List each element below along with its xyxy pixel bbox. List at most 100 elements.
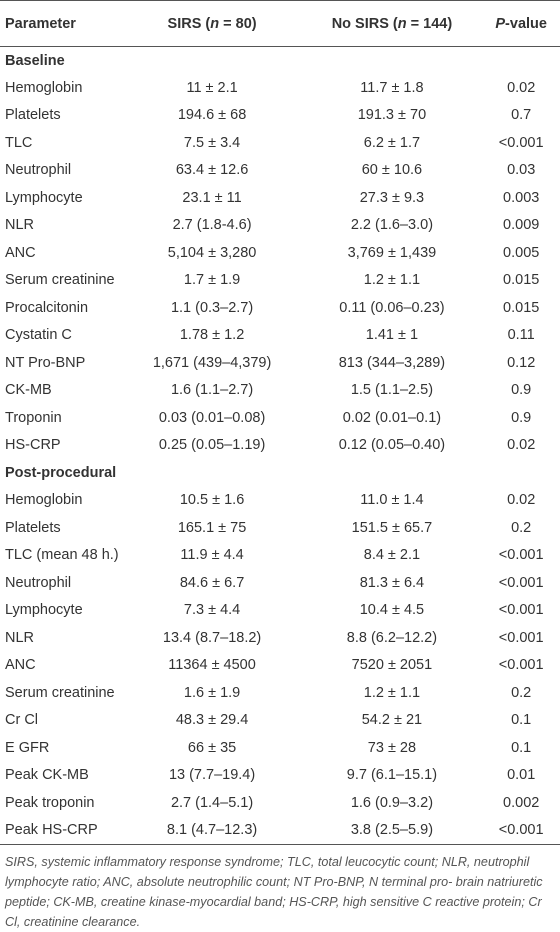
parameter-cell: Neutrophil	[5, 162, 72, 179]
data-row: Peak CK-MB 13 (7.7–19.4) 9.7 (6.1–15.1) 0.0…	[0, 762, 560, 790]
data-row: Peak HS-CRP 8.1 (4.7–12.3) 3.8 (2.5–5.9) <0…	[0, 817, 560, 844]
value-cell: 0.002	[503, 794, 540, 811]
value-cell: 2.2 (1.6–3.0)	[350, 217, 434, 234]
data-row: Cystatin C 1.78 ± 1.2 1.41 ± 1 0.11	[0, 322, 560, 350]
value-cell: 0.005	[503, 244, 540, 261]
data-row: Troponin 0.03 (0.01–0.08) 0.02 (0.01–0.1) 0…	[0, 404, 560, 432]
data-row: Serum creatinine 1.6 ± 1.9 1.2 ± 1.1 0.2	[0, 679, 560, 707]
data-row: CK-MB 1.6 (1.1–2.7) 1.5 (1.1–2.5) 0.9	[0, 377, 560, 405]
parameter-cell: Serum creatinine	[5, 684, 115, 701]
data-row: NT Pro-BNP 1,671 (439–4,379) 813 (344–3,28…	[0, 349, 560, 377]
parameter-cell: E GFR	[5, 739, 50, 756]
value-cell: 1.6 ± 1.9	[183, 684, 241, 701]
value-cell: <0.001	[498, 547, 544, 564]
value-cell: <0.001	[498, 134, 544, 151]
value-cell: 0.02	[507, 79, 536, 96]
data-row: Hemoglobin 10.5 ± 1.6 11.0 ± 1.4 0.02	[0, 487, 560, 515]
value-cell: 7520 ± 2051	[351, 657, 433, 674]
value-cell: 13 (7.7–19.4)	[168, 767, 256, 784]
value-cell: 1.2 ± 1.1	[363, 684, 421, 701]
data-row: E GFR 66 ± 35 73 ± 28 0.1	[0, 734, 560, 762]
parameter-cell: Serum creatinine	[5, 272, 115, 289]
value-cell: 3,769 ± 1,439	[347, 244, 437, 261]
value-cell: 11364 ± 4500	[168, 657, 256, 674]
parameter-cell: Lymphocyte	[5, 602, 83, 619]
value-cell: 6.2 ± 1.7	[363, 134, 421, 151]
parameter-cell: Peak troponin	[5, 794, 95, 811]
data-row: Neutrophil 84.6 ± 6.7 81.3 ± 6.4 <0.001	[0, 569, 560, 597]
header-cell: P-value	[482, 1, 560, 47]
value-cell: 81.3 ± 6.4	[359, 574, 425, 591]
section-title: Baseline	[5, 52, 65, 69]
value-cell: <0.001	[498, 629, 544, 646]
data-table: Parameter SIRS (n = 80) No SIRS (n = 144) P…	[0, 0, 560, 844]
value-cell: 1.41 ± 1	[365, 327, 419, 344]
data-row: Cr Cl 48.3 ± 29.4 54.2 ± 21 0.1	[0, 707, 560, 735]
data-row: Platelets 165.1 ± 75 151.5 ± 65.7 0.2	[0, 514, 560, 542]
header-cell: Parameter	[0, 1, 123, 47]
data-row: HS-CRP 0.25 (0.05–1.19) 0.12 (0.05–0.40) 0.…	[0, 432, 560, 460]
value-cell: <0.001	[498, 822, 544, 838]
data-row: NLR 13.4 (8.7–18.2) 8.8 (6.2–12.2) <0.001	[0, 624, 560, 652]
parameter-cell: Platelets	[5, 107, 61, 124]
value-cell: 0.1	[511, 712, 532, 729]
data-row: Hemoglobin 11 ± 2.1 11.7 ± 1.8 0.02	[0, 74, 560, 102]
header-row: Parameter SIRS (n = 80) No SIRS (n = 144) P…	[0, 0, 560, 47]
value-cell: 48.3 ± 29.4	[175, 712, 249, 729]
value-cell: 11 ± 2.1	[186, 79, 238, 96]
value-cell: 191.3 ± 70	[357, 107, 427, 124]
data-row: Peak troponin 2.7 (1.4–5.1) 1.6 (0.9–3.2) 0…	[0, 789, 560, 817]
value-cell: 27.3 ± 9.3	[359, 189, 425, 206]
value-cell: 23.1 ± 11	[182, 189, 242, 206]
data-row: Procalcitonin 1.1 (0.3–2.7) 0.11 (0.06–0.2…	[0, 294, 560, 322]
value-cell: 0.11 (0.06–0.23)	[339, 299, 445, 316]
value-cell: 63.4 ± 12.6	[175, 162, 249, 179]
value-cell: 73 ± 28	[367, 739, 417, 756]
value-cell: 11.9 ± 4.4	[180, 547, 244, 564]
value-cell: 813 (344–3,289)	[338, 354, 446, 371]
value-cell: 1.78 ± 1.2	[179, 327, 245, 344]
header-text: SIRS (	[167, 15, 211, 32]
parameter-cell: TLC (mean 48 h.)	[5, 547, 119, 564]
parameter-cell: Hemoglobin	[5, 79, 83, 96]
parameter-cell: NT Pro-BNP	[5, 354, 86, 371]
parameter-cell: Neutrophil	[5, 574, 72, 591]
value-cell: 54.2 ± 21	[361, 712, 423, 729]
value-cell: 0.03 (0.01–0.08)	[158, 409, 266, 426]
value-cell: 5,104 ± 3,280	[167, 244, 257, 261]
value-cell: 0.03	[507, 162, 536, 179]
parameter-cell: ANC	[5, 244, 36, 261]
data-row: Platelets 194.6 ± 68 191.3 ± 70 0.7	[0, 102, 560, 130]
value-cell: 0.003	[503, 189, 540, 206]
parameter-cell: CK-MB	[5, 382, 52, 399]
value-cell: 0.009	[503, 217, 540, 234]
value-cell: 0.015	[503, 299, 540, 316]
value-cell: 0.25 (0.05–1.19)	[158, 437, 266, 454]
value-cell: 0.9	[511, 409, 532, 426]
data-row: TLC 7.5 ± 3.4 6.2 ± 1.7 <0.001	[0, 129, 560, 157]
value-cell: 8.1 (4.7–12.3)	[166, 822, 258, 838]
value-cell: 8.8 (6.2–12.2)	[346, 629, 438, 646]
parameter-cell: Cystatin C	[5, 327, 72, 344]
value-cell: 0.12 (0.05–0.40)	[338, 437, 446, 454]
value-cell: 1,671 (439–4,379)	[152, 354, 272, 371]
section-row: Baseline	[0, 47, 560, 75]
data-row: ANC 11364 ± 4500 7520 ± 2051 <0.001	[0, 652, 560, 680]
value-cell: 11.0 ± 1.4	[360, 492, 424, 509]
value-cell: <0.001	[498, 602, 544, 619]
header-cell: SIRS (n = 80)	[123, 1, 302, 47]
value-cell: 2.7 (1.4–5.1)	[170, 794, 254, 811]
value-cell: 1.1 (0.3–2.7)	[170, 299, 254, 316]
data-row: Serum creatinine 1.7 ± 1.9 1.2 ± 1.1 0.015	[0, 267, 560, 295]
value-cell: 151.5 ± 65.7	[351, 519, 433, 536]
value-cell: 0.7	[511, 107, 532, 124]
data-row: Lymphocyte 23.1 ± 11 27.3 ± 9.3 0.003	[0, 184, 560, 212]
header-text: = 80)	[219, 15, 257, 32]
value-cell: 0.11	[507, 327, 535, 344]
value-cell: 7.5 ± 3.4	[183, 134, 241, 151]
value-cell: 1.7 ± 1.9	[183, 272, 241, 289]
value-cell: 60 ± 10.6	[361, 162, 423, 179]
header-text: n	[210, 15, 220, 32]
value-cell: 84.6 ± 6.7	[179, 574, 245, 591]
value-cell: 165.1 ± 75	[177, 519, 247, 536]
